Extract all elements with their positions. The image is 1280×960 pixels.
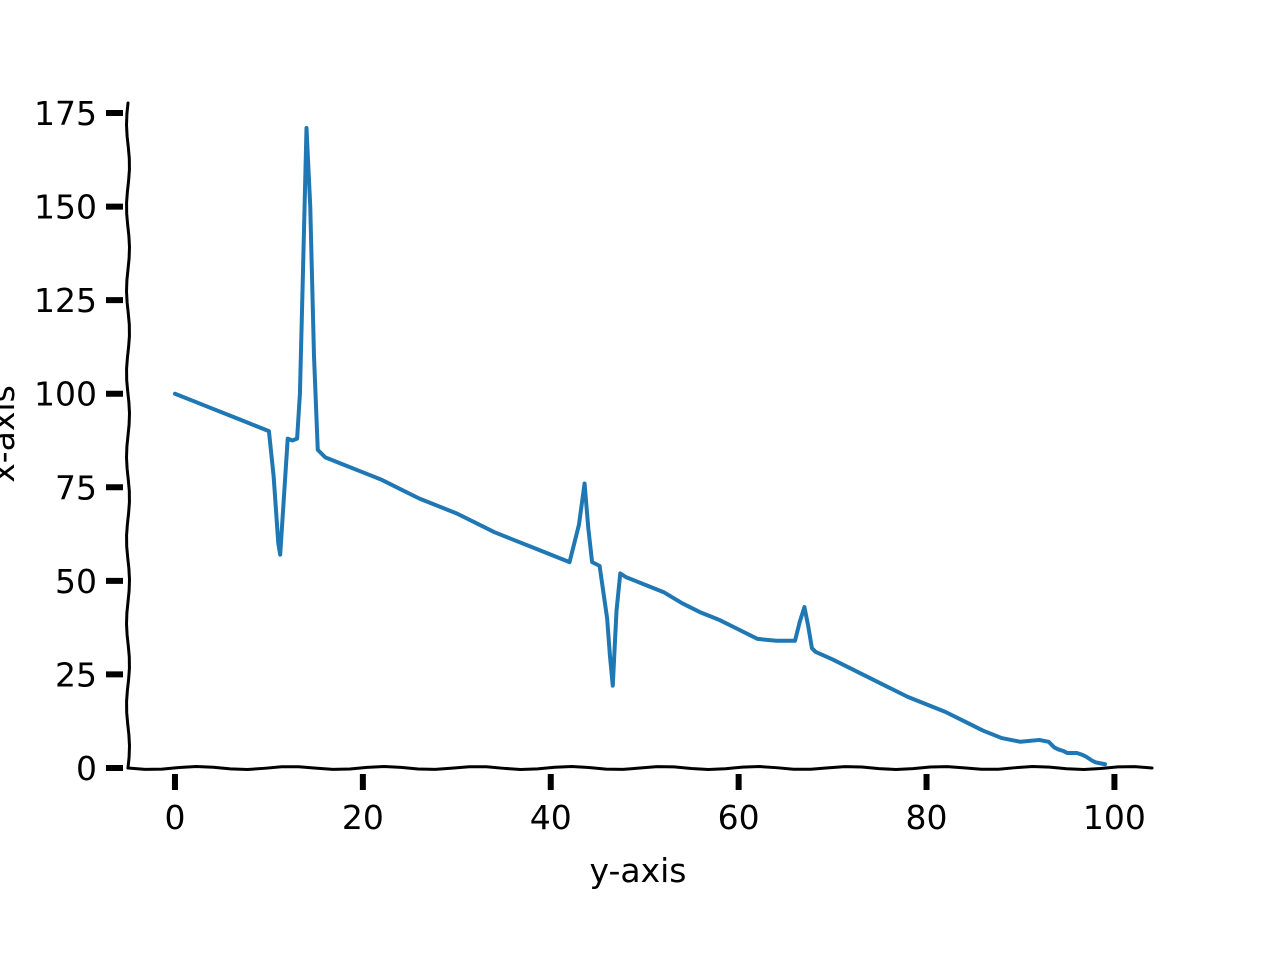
ticks: 0 20 40 60 80 100 0 25 50 75 100 125 150 175 (34, 94, 1146, 837)
y-tick-label: 25 (55, 655, 97, 694)
x-axis-line (126, 765, 1154, 771)
y-axis-line (125, 101, 131, 770)
y-tick-label: 0 (76, 749, 97, 788)
axes (125, 101, 1154, 771)
series-layer (172, 125, 1108, 767)
y-tick-label: 175 (34, 94, 97, 133)
y-tick-label: 100 (34, 375, 97, 414)
x-tick-label: 20 (342, 798, 384, 837)
x-tick-label: 60 (718, 798, 760, 837)
x-tick-label: 80 (906, 798, 948, 837)
x-axis-label: y-axis (590, 851, 687, 890)
y-axis-label: x-axis (0, 385, 22, 483)
x-tick-label: 40 (530, 798, 572, 837)
y-tick-label: 150 (34, 188, 97, 227)
y-tick-label: 125 (34, 281, 97, 320)
series-line-1 (172, 125, 1108, 767)
x-tick-label: 0 (164, 798, 185, 837)
y-tick-label: 50 (55, 562, 97, 601)
x-tick-label: 100 (1083, 798, 1146, 837)
y-tick-label: 75 (55, 468, 97, 507)
